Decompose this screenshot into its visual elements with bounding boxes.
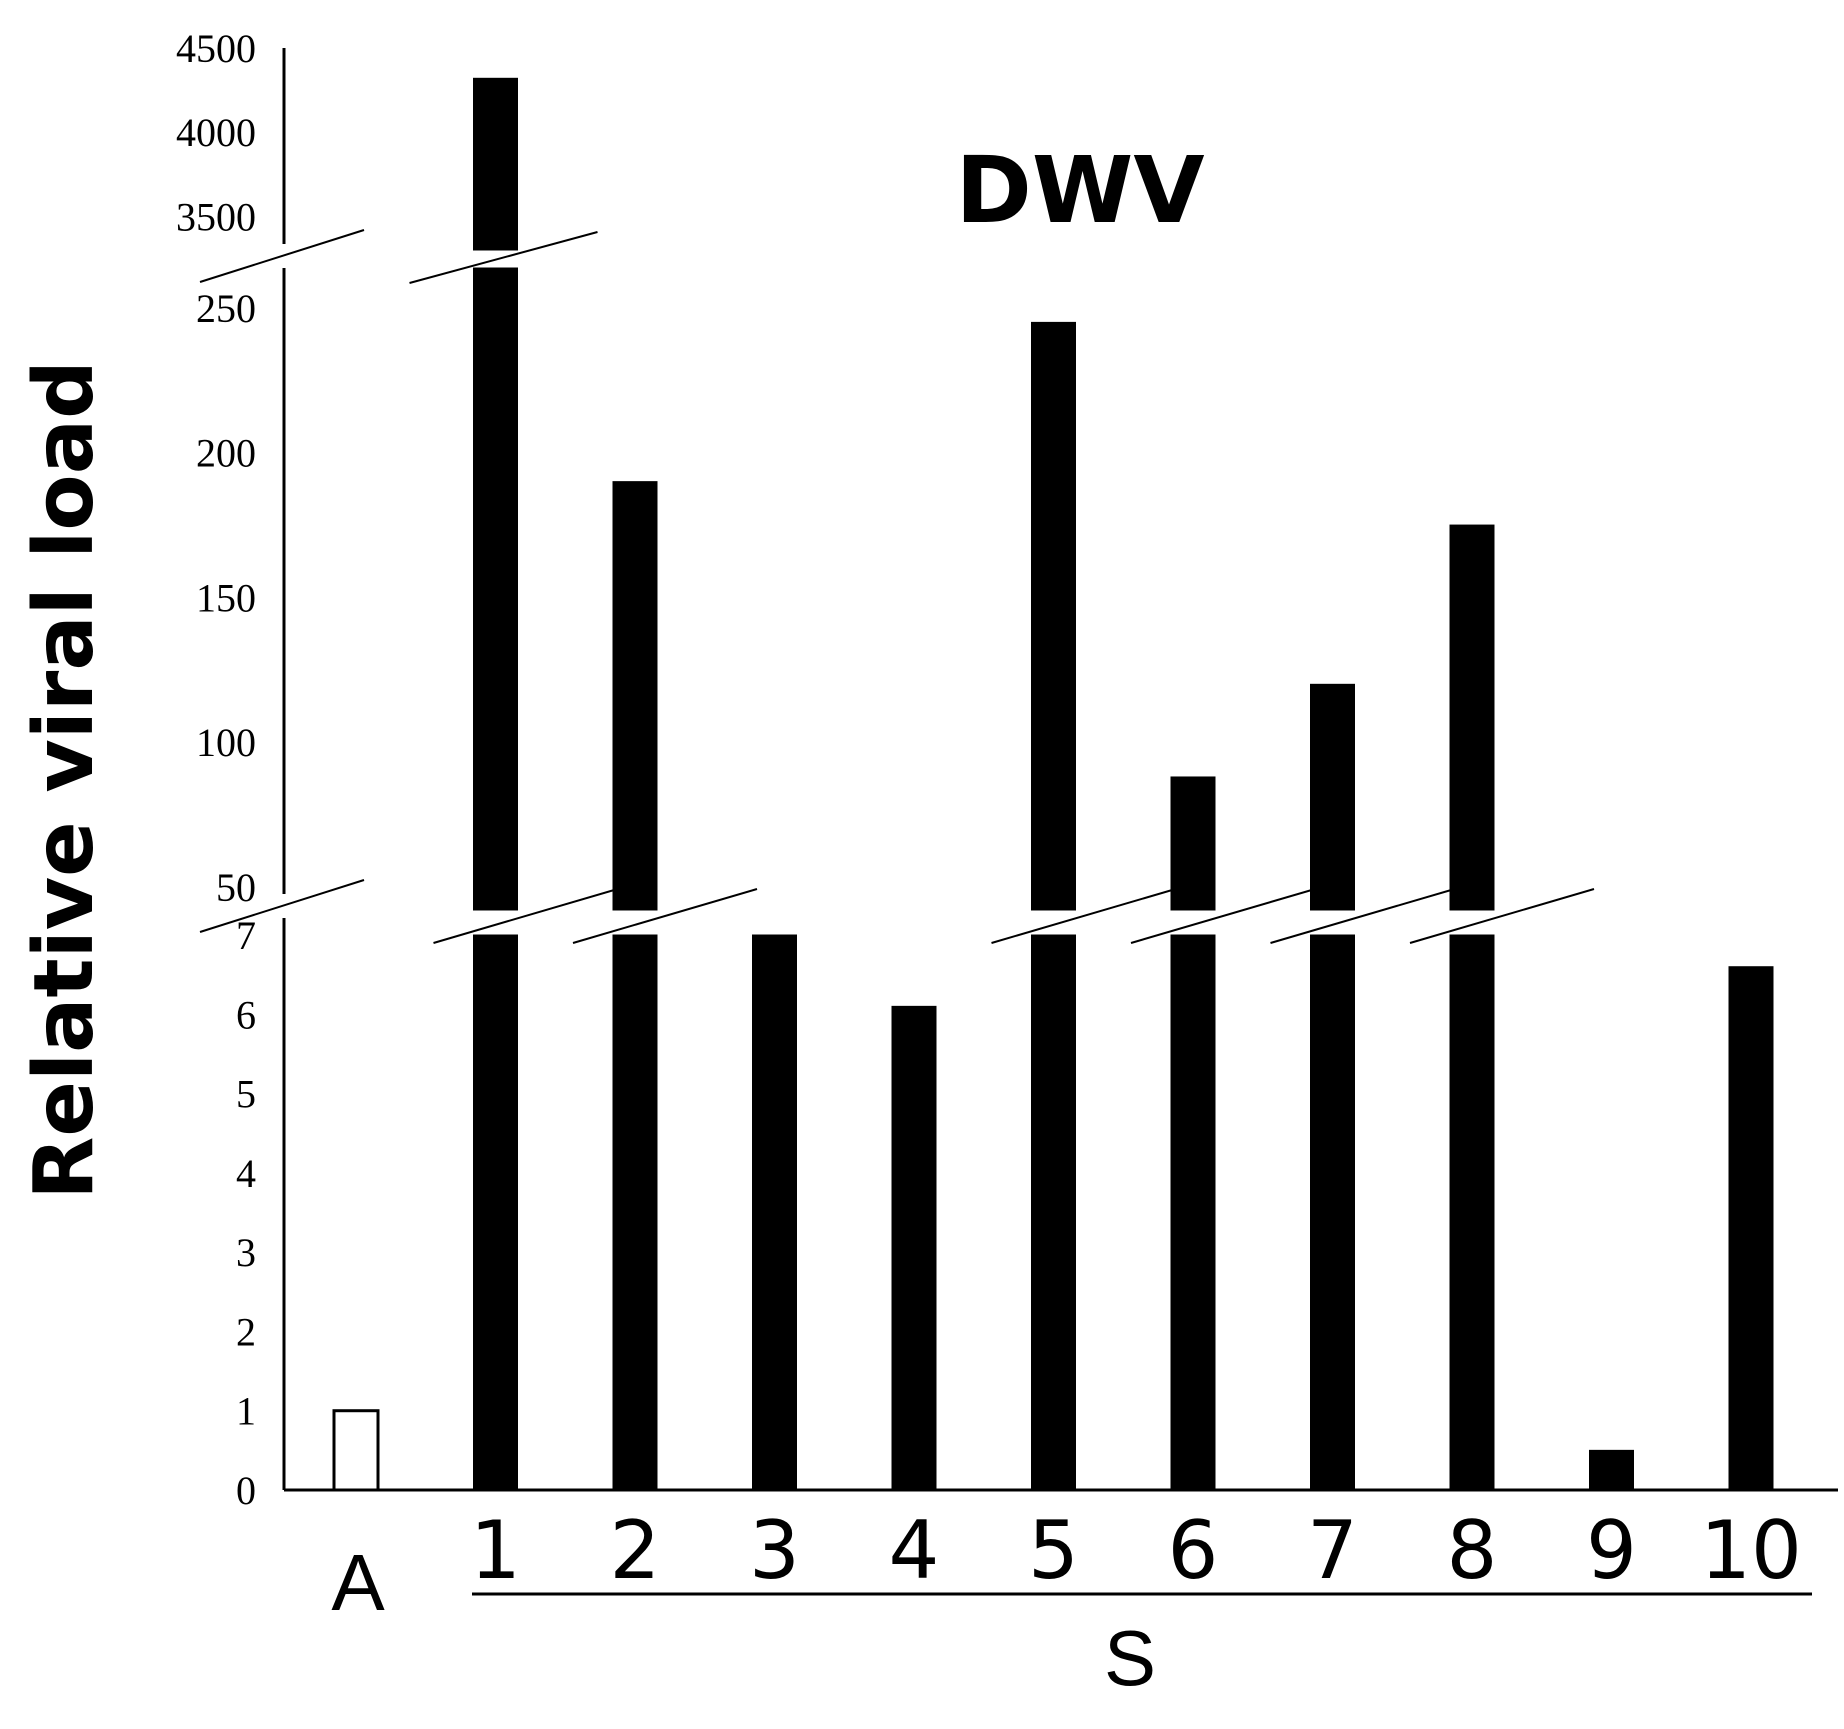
bar-break-mark (433, 888, 618, 944)
bar (473, 267, 518, 911)
y-tick-label: 3 (236, 1230, 256, 1275)
bar (473, 934, 518, 1491)
y-tick-label: 6 (236, 992, 256, 1037)
y-axis-label: Relative viral load (17, 360, 112, 1200)
y-tick-labels: 0 1 2 3 4 5 6 750 100 150 200 250 3500 4000 4500 (176, 26, 256, 1513)
bar-break-mark (409, 231, 598, 284)
x-tick-label: 5 (1028, 1504, 1079, 1597)
bar (1310, 934, 1355, 1491)
chart-title: DWV (955, 137, 1204, 244)
bar-break-mark (1130, 888, 1316, 944)
y-tick-label: 5 (236, 1072, 256, 1117)
x-tick-label: 8 (1447, 1504, 1498, 1597)
axis-break-mark (199, 879, 365, 933)
axis-break-mark (199, 229, 365, 283)
x-tick-label: A (331, 1538, 385, 1627)
axes (199, 48, 1838, 1596)
y-tick-label: 1 (236, 1389, 256, 1434)
x-tick-label: 1 (470, 1504, 521, 1597)
y-tick-label: 150 (196, 575, 256, 620)
bar (752, 934, 797, 1491)
bar (473, 77, 518, 251)
x-tick-label: 6 (1168, 1504, 1219, 1597)
y-tick-label: 0 (236, 1468, 256, 1513)
y-tick-label: 4 (236, 1151, 256, 1196)
y-tick-label: 100 (196, 720, 256, 765)
bar (1449, 934, 1495, 1491)
x-tick-labels: A 1 2 3 4 5 6 7 8 9 10 (331, 1504, 1802, 1627)
bar (891, 1005, 937, 1491)
bar-break-mark (1409, 888, 1595, 944)
group-label: S (1104, 1614, 1156, 1702)
bar-break-mark (1270, 888, 1455, 944)
y-tick-label: 4000 (176, 110, 256, 155)
y-tick-label: 250 (196, 286, 256, 331)
x-tick-label: 9 (1586, 1504, 1637, 1597)
y-tick-label: 2 (236, 1309, 256, 1354)
bar (1170, 934, 1216, 1491)
x-tick-label: 2 (610, 1504, 661, 1597)
bar (612, 481, 658, 911)
bar (1170, 776, 1216, 911)
x-tick-label: 7 (1307, 1504, 1358, 1597)
bar (1031, 934, 1076, 1491)
bar (1728, 966, 1774, 1491)
y-tick-label: 7 (236, 913, 256, 958)
bar (332, 1409, 380, 1492)
y-tick-label: 4500 (176, 26, 256, 71)
bar-break-mark (991, 888, 1176, 944)
x-tick-label: 3 (749, 1504, 800, 1597)
y-tick-label: 3500 (176, 194, 256, 239)
x-tick-label: 10 (1700, 1504, 1802, 1597)
bar (612, 934, 658, 1491)
bar (1310, 683, 1355, 911)
x-tick-label: 4 (889, 1504, 940, 1597)
y-tick-label: 200 (196, 431, 256, 476)
bar (1031, 321, 1076, 911)
bar-break-mark (572, 888, 758, 944)
bar (1589, 1449, 1634, 1491)
y-tick-label: 50 (216, 865, 256, 910)
bars (332, 77, 1774, 1492)
bar (1449, 524, 1495, 911)
